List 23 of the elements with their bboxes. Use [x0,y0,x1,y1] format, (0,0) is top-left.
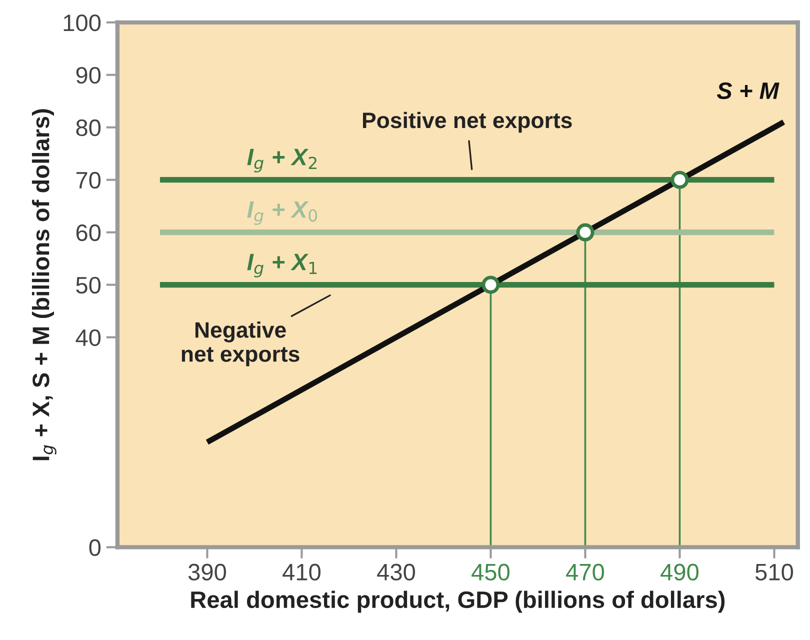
annotation: Positive net exports [363,112,572,133]
series-label: S + M [716,82,780,100]
x-tick-label: 390 [188,564,226,581]
x-tick-label: 490 [660,564,698,581]
x-tick-label: 470 [566,564,604,581]
annotation: Negative net exports [182,322,300,366]
y-tick-label: 80 [76,119,101,136]
y-tick-label: 90 [76,66,101,84]
y-tick-label: 0 [89,539,101,556]
y-axis-title: I$_{g}$ + X, S + M (billions of dollars) [32,109,56,460]
series-label: I$_{g}$ + X$_{2}$ [247,148,316,172]
y-tick-label: 70 [76,172,101,189]
y-tick-label: 50 [76,276,101,294]
series-label: I$_{g}$ + X$_{1}$ [247,254,317,278]
x-tick-label: 410 [282,564,320,581]
x-tick-label: 510 [755,564,793,581]
x-axis-title: Real domestic product, GDP (billions of dollars) [191,590,725,613]
x-tick-label: 430 [377,564,415,581]
y-tick-label: 60 [76,224,101,242]
series-label: I$_{g}$ + X$_{0}$ [247,201,318,225]
x-tick-label: 450 [472,564,510,581]
y-tick-label: 100 [64,14,101,32]
y-tick-label: 40 [76,329,101,346]
